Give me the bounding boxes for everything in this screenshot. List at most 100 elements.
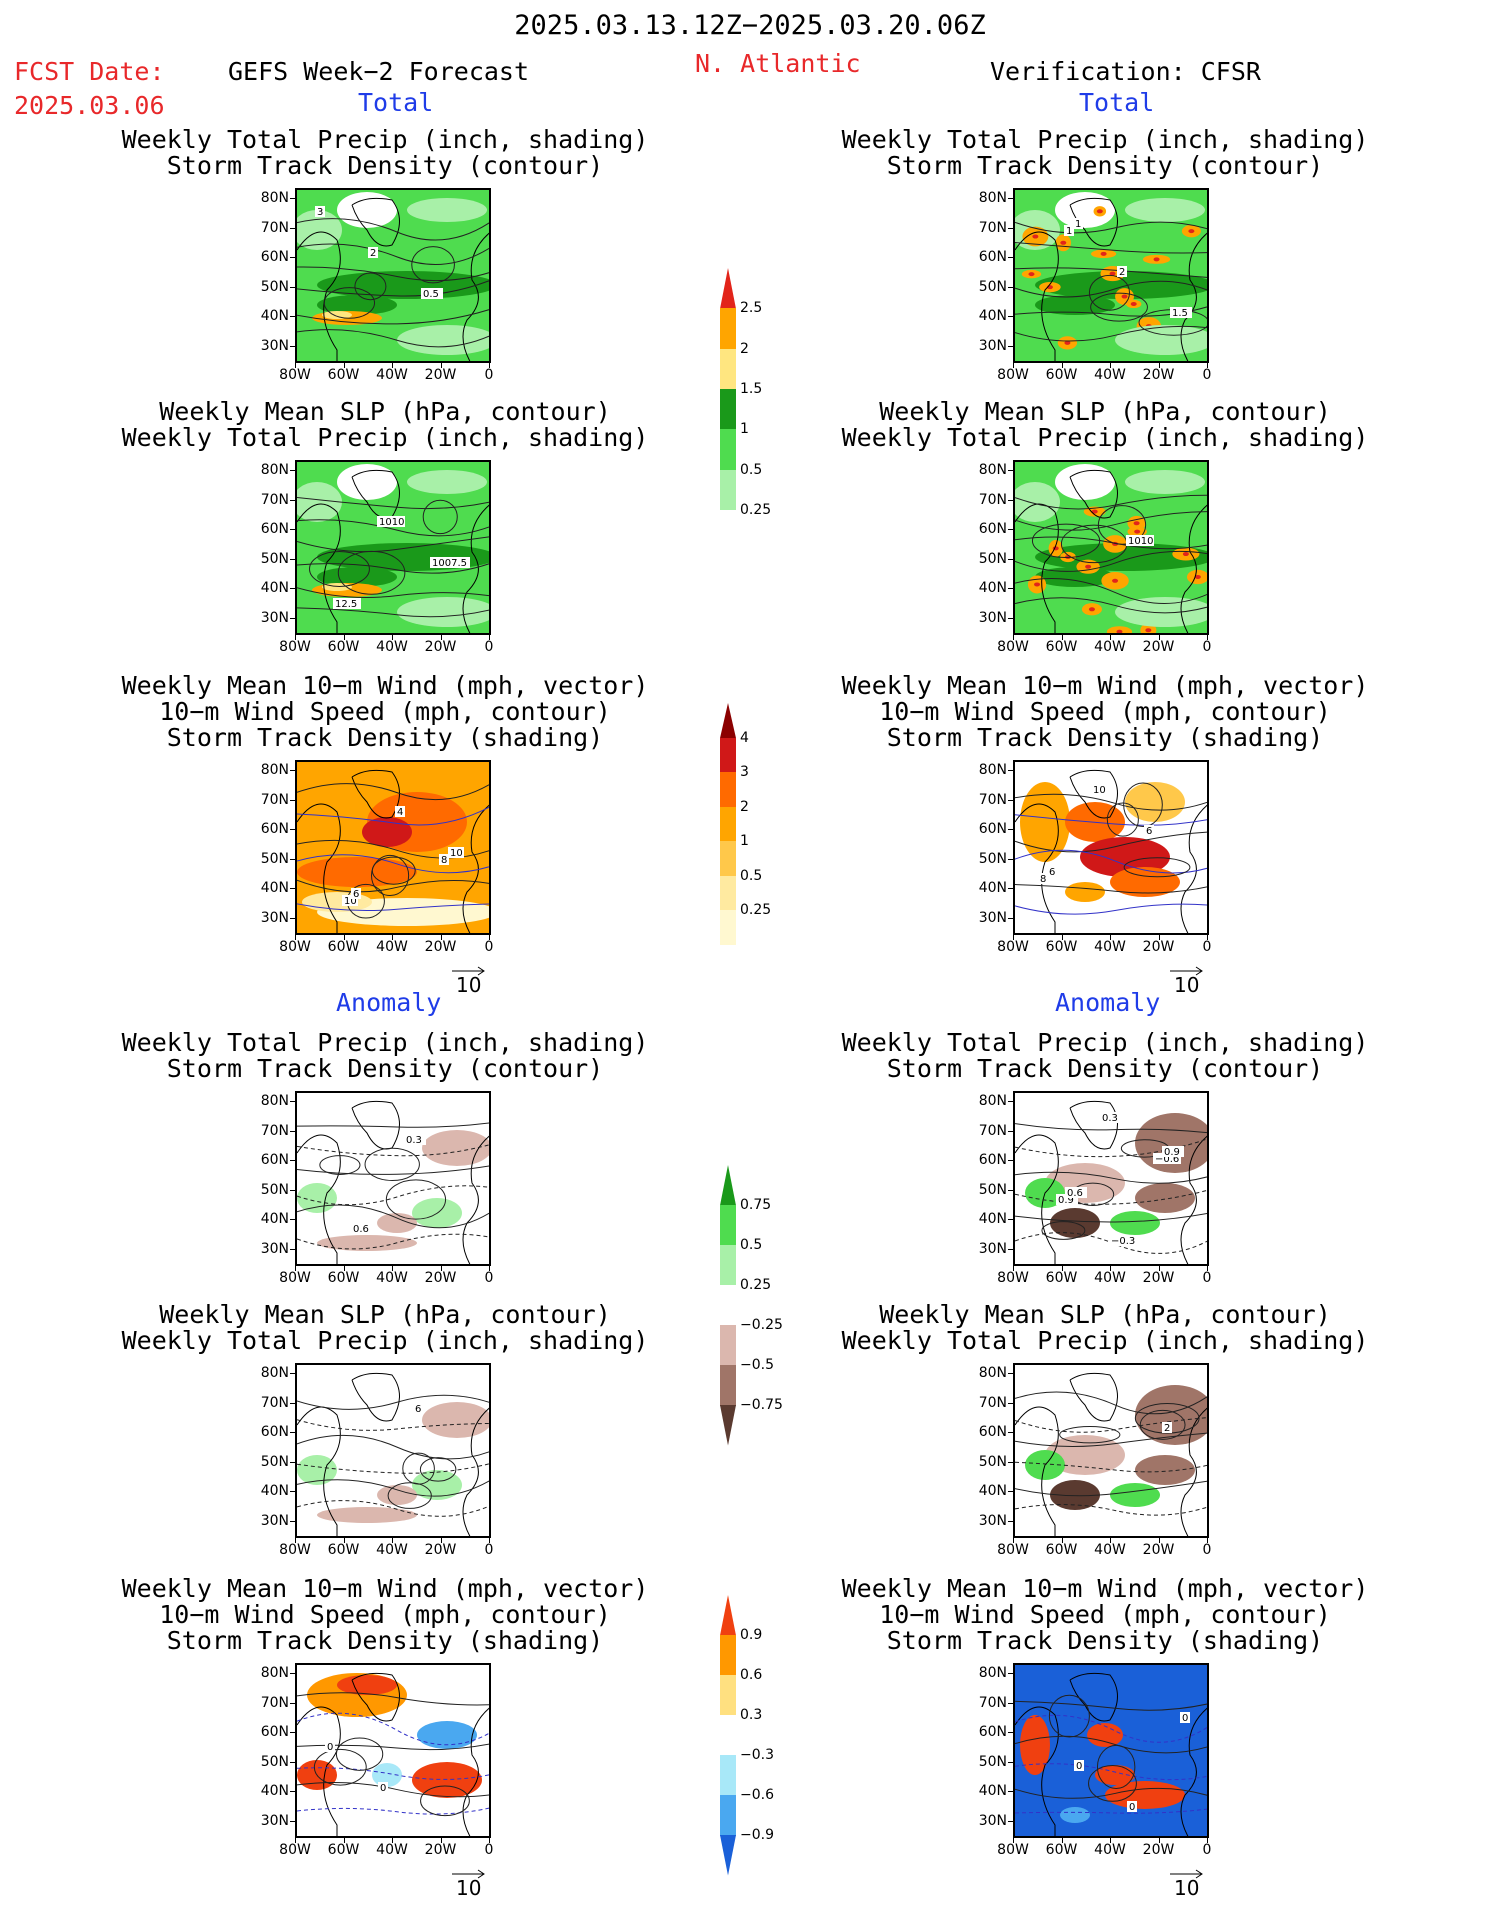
panel-title-line: Weekly Mean 10−m Wind (mph, vector)	[841, 1574, 1369, 1603]
contour-label: 6	[1049, 867, 1055, 878]
lon-tick	[1061, 635, 1063, 640]
lat-tick-label: 30N	[260, 609, 289, 626]
lat-tick	[1008, 1248, 1013, 1250]
lon-tick-label: 20W	[424, 939, 457, 955]
lat-tick	[290, 1673, 295, 1674]
lat-tick	[1008, 1702, 1013, 1704]
colorbar-label: 0.25	[740, 902, 772, 919]
lat-tick-label: 40N	[260, 1783, 289, 1799]
colorbar-label: 0.5	[740, 867, 763, 884]
lat-tick-label: 50N	[978, 550, 1007, 567]
lon-tick-label: 40W	[376, 1842, 408, 1858]
colorbar-segment	[720, 1675, 736, 1716]
contour-label: 10	[450, 848, 463, 859]
lat-tick-label: 50N	[978, 850, 1007, 867]
lat-tick	[290, 286, 295, 288]
lon-tick-label: 60W	[1045, 1842, 1078, 1858]
contour-label: 1	[1066, 226, 1072, 237]
colorbar-segment	[720, 1325, 736, 1366]
colorbar-label: 1	[740, 421, 749, 438]
lon-tick	[1110, 1838, 1111, 1843]
lon-tick-label: 0	[1202, 1270, 1212, 1286]
lat-tick	[290, 1160, 295, 1161]
contour-label: −0.3	[1111, 1236, 1135, 1247]
lat-tick	[290, 470, 295, 471]
lat-tick	[1008, 529, 1013, 530]
lon-tick	[489, 363, 490, 368]
lon-tick	[343, 363, 345, 368]
contour-label: 0.3	[406, 1135, 422, 1146]
lat-tick	[290, 799, 295, 801]
lon-tick	[440, 635, 442, 640]
lat-tick	[1008, 1373, 1013, 1374]
colorbar-segment	[720, 1365, 736, 1406]
lon-tick-label: 0	[1202, 367, 1212, 383]
map-panel-v-anom-precip: 0.3 −0.6 0.9 −0.3 0.9 0.6	[1013, 1091, 1209, 1266]
colorbar-segment	[720, 469, 736, 511]
lon-tick-label: 40W	[1094, 1842, 1126, 1858]
lon-tick	[343, 1838, 345, 1843]
lon-tick	[1061, 363, 1063, 368]
lat-tick	[290, 858, 295, 860]
lon-tick-label: 40W	[376, 939, 408, 955]
vector-reference-arrow	[1170, 966, 1203, 976]
colorbar-segment	[720, 737, 736, 773]
lat-tick	[290, 770, 295, 771]
lon-tick	[440, 363, 442, 368]
contour-label: 0.9	[1058, 1195, 1074, 1206]
panel-title-line: Storm Track Density (shading)	[886, 1626, 1324, 1655]
lon-tick-label: 20W	[424, 367, 457, 383]
verification-total-label: Total	[1079, 88, 1155, 117]
lon-tick	[1110, 635, 1111, 640]
lat-tick-label: 70N	[978, 491, 1007, 508]
lat-tick-label: 50N	[978, 1453, 1007, 1470]
lat-tick	[1008, 1219, 1013, 1220]
lat-tick	[290, 1732, 295, 1733]
lat-tick-label: 80N	[260, 1093, 289, 1109]
vector-reference-label: 10	[456, 973, 482, 997]
lat-tick	[290, 1461, 295, 1463]
map-panel-f-total-wind: 8 10 4 10 6	[295, 760, 491, 935]
lon-tick	[392, 363, 393, 368]
panel-title-line: 10−m Wind Speed (mph, contour)	[879, 697, 1331, 726]
lat-tick-label: 40N	[978, 308, 1007, 324]
panel-title-line: Weekly Total Precip (inch, shading)	[841, 1326, 1369, 1355]
lon-tick	[1207, 1266, 1208, 1271]
colorbar-segment	[720, 1405, 736, 1446]
lat-tick	[1008, 617, 1013, 619]
lon-tick	[1013, 935, 1014, 940]
lon-tick-label: 60W	[327, 367, 360, 383]
lat-tick-label: 40N	[260, 580, 289, 596]
colorbar-label: 0.9	[740, 1627, 763, 1643]
lon-tick-label: 20W	[424, 639, 457, 655]
colorbar-segment	[720, 875, 736, 911]
lat-tick	[1008, 1732, 1013, 1733]
lat-tick-label: 60N	[978, 1424, 1007, 1440]
lon-tick	[1158, 635, 1160, 640]
lat-tick	[290, 1491, 295, 1492]
lat-tick-label: 40N	[260, 308, 289, 324]
lat-tick	[1008, 227, 1013, 229]
lat-tick-label: 70N	[978, 219, 1007, 236]
map-canvas: 00	[297, 1665, 489, 1836]
lon-tick-label: 20W	[424, 1270, 457, 1286]
vector-reference-label: 10	[456, 1876, 482, 1900]
map-canvas: 320.5	[297, 190, 489, 361]
panel-title-line: Weekly Total Precip (inch, shading)	[121, 1326, 649, 1355]
lon-tick-label: 20W	[1142, 1542, 1175, 1558]
lat-tick-label: 30N	[978, 1240, 1007, 1257]
lat-tick	[1008, 257, 1013, 258]
lon-tick	[295, 363, 296, 368]
contour-label: 0	[1076, 1761, 1082, 1772]
panel-title-line: Weekly Mean 10−m Wind (mph, vector)	[841, 671, 1369, 700]
colorbar-label: 0.5	[740, 461, 763, 478]
lat-tick	[1008, 1101, 1013, 1102]
colorbar-segment	[720, 1835, 736, 1876]
lat-tick	[290, 829, 295, 830]
lat-tick	[1008, 829, 1013, 830]
lat-tick	[1008, 499, 1013, 501]
lat-tick	[290, 1820, 295, 1822]
panel-title-line: Storm Track Density (contour)	[166, 151, 604, 180]
lat-tick	[290, 1130, 295, 1132]
